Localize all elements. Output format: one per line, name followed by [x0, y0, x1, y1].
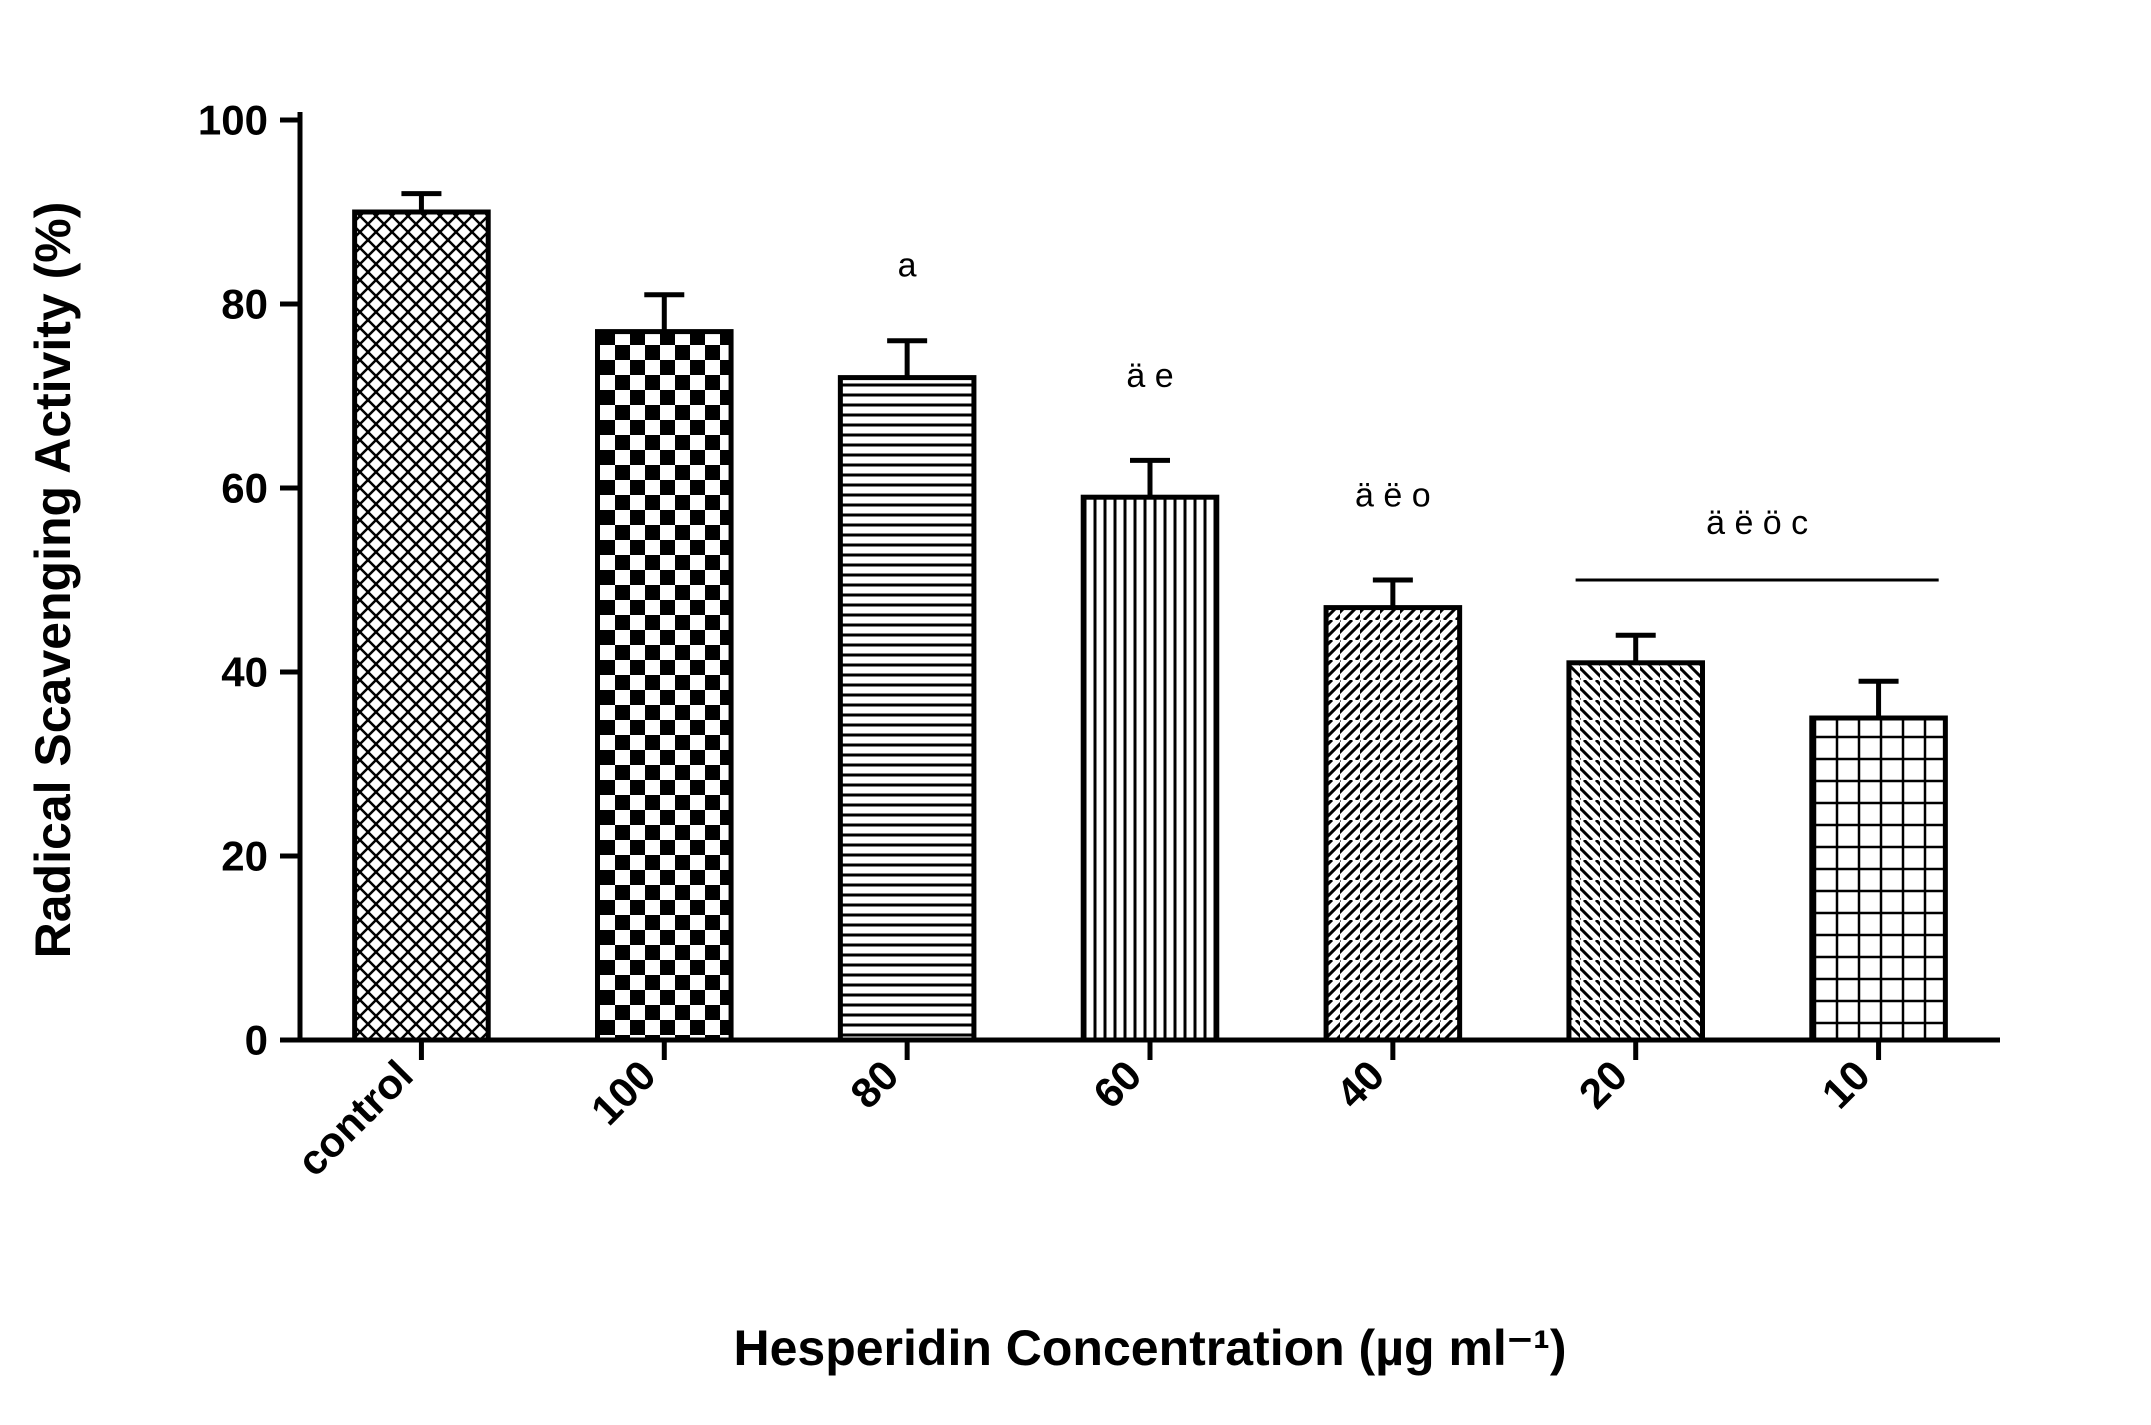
bar [1083, 497, 1217, 1040]
x-tick-label: control [288, 1051, 422, 1185]
annotation-label: ä ë o [1355, 476, 1431, 514]
y-tick-label: 60 [221, 465, 268, 512]
y-tick-label: 100 [198, 97, 268, 144]
bar [840, 378, 974, 1040]
x-tick-label: 60 [1084, 1051, 1150, 1117]
y-axis-title: Radical Scavenging Activity (%) [25, 202, 81, 959]
annotation-label: a [898, 246, 917, 284]
x-tick-label: 40 [1327, 1051, 1393, 1117]
y-tick-label: 20 [221, 833, 268, 880]
bar [355, 212, 489, 1040]
bar [1326, 608, 1460, 1040]
bar [598, 332, 732, 1040]
annotation-label: ä ë ö c [1706, 504, 1808, 542]
x-tick-label: 20 [1570, 1051, 1636, 1117]
x-tick-label: 100 [582, 1051, 665, 1134]
y-tick-label: 40 [221, 649, 268, 696]
annotation-label: ä e [1126, 357, 1173, 395]
chart-container: 0 20 40 60 80 100 control 100 80 60 40 20 10 a ä e ä ë … [0, 0, 2151, 1425]
bar [1569, 663, 1703, 1040]
x-axis-title: Hesperidin Concentration (µg ml⁻¹) [733, 1320, 1566, 1376]
y-tick-label: 80 [221, 281, 268, 328]
bar-chart-svg: 0 20 40 60 80 100 control 100 80 60 40 20 10 a ä e ä ë … [0, 0, 2151, 1425]
x-tick-label: 80 [841, 1051, 907, 1117]
bar [1812, 718, 1946, 1040]
x-tick-label: 10 [1813, 1051, 1879, 1117]
y-tick-label: 0 [245, 1017, 268, 1064]
